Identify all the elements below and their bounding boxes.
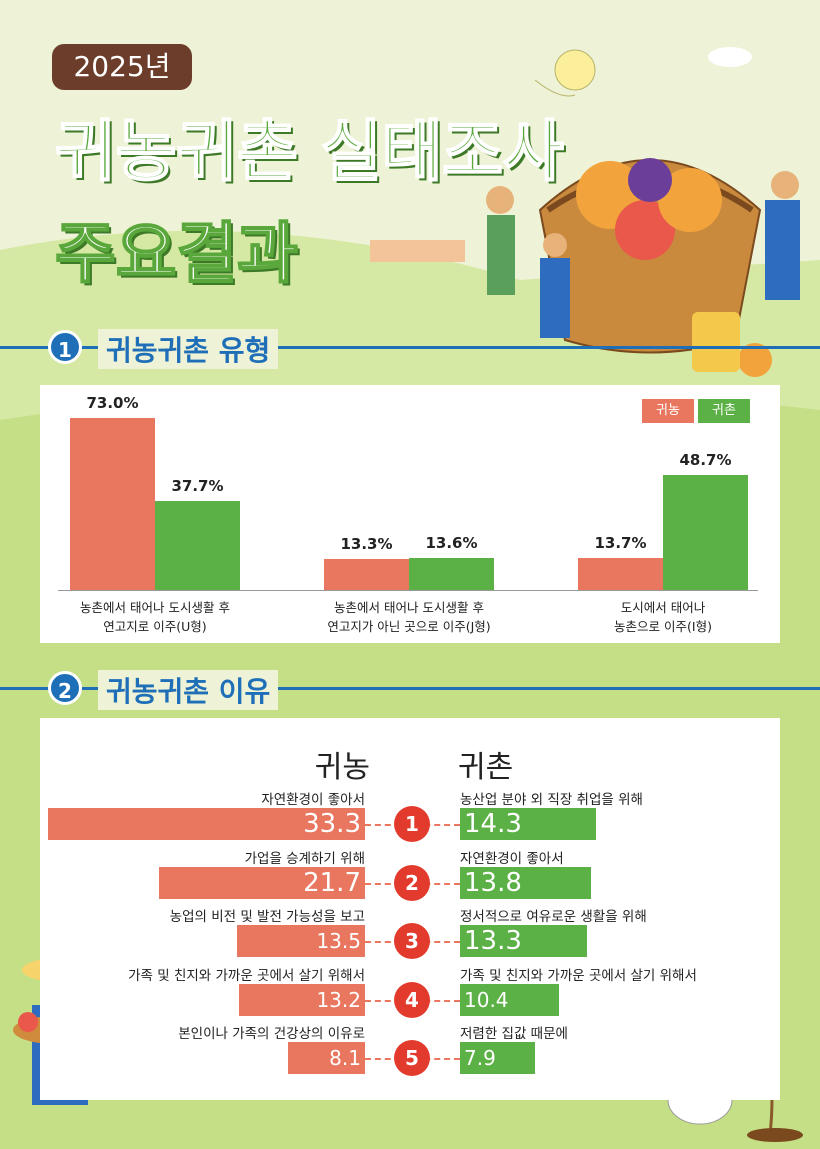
bar (287, 1042, 365, 1074)
category-label: 자연환경이 좋아서 (460, 850, 564, 867)
section-title: 귀농귀촌 이유 (98, 670, 279, 710)
bar (324, 558, 409, 590)
bar (48, 808, 365, 840)
value-label: 13.6% (425, 533, 478, 552)
value-label: 13.7% (594, 533, 647, 552)
category-label: 농업의 비전 및 발전 가능성을 보고 (169, 909, 365, 925)
category-label: 자연환경이 좋아서 (261, 792, 365, 808)
subtitle: 주요결과 (54, 214, 299, 293)
value-label: 10.4 (464, 987, 509, 1012)
series-header: 귀촌 (458, 750, 514, 785)
value-label: 13.5 (316, 929, 361, 953)
bar (460, 866, 592, 899)
section-line (0, 346, 820, 349)
rank-badge: 5 (394, 1040, 430, 1076)
x-tick-label: 농촌에서 태어나 도시생활 후 연고지로 이주(U형) (80, 600, 230, 634)
value-label: 13.2 (316, 987, 361, 1012)
value-label: 37.7% (171, 476, 224, 495)
bar (663, 474, 748, 590)
value-label: 13.8 (464, 867, 522, 898)
section-number: 1 (48, 330, 82, 364)
bar (460, 925, 587, 957)
value-label: 7.9 (464, 1046, 496, 1070)
category-label: 저렴한 집값 때문에 (460, 1026, 568, 1042)
category-label: 가족 및 친지와 가까운 곳에서 살기 위해서 (128, 967, 365, 984)
section-line (0, 687, 820, 690)
baseline (58, 590, 758, 591)
category-label: 농산업 분야 외 직장 취업을 위해 (460, 792, 643, 808)
bar (578, 557, 663, 590)
rank-badge: 3 (394, 923, 430, 959)
category-label: 정서적으로 여유로운 생활을 위해 (460, 909, 647, 925)
category-label: 가업을 승계하기 위해 (244, 850, 365, 867)
bar (460, 1042, 536, 1074)
x-tick-label: 도시에서 태어나 농촌으로 이주(I형) (614, 600, 712, 634)
section-number: 2 (48, 671, 82, 705)
year-badge: 2025년 (52, 44, 192, 90)
legend-item: 귀촌 (698, 399, 750, 423)
rank-badge: 1 (394, 806, 430, 842)
rank-badge: 2 (394, 864, 430, 901)
value-label: 13.3% (340, 534, 393, 553)
value-label: 21.7 (303, 867, 361, 898)
value-label: 33.3 (303, 809, 361, 839)
bar (460, 808, 597, 840)
bar (236, 925, 365, 957)
category-label: 본인이나 가족의 건강상의 이유로 (178, 1026, 365, 1042)
category-label: 가족 및 친지와 가까운 곳에서 살기 위해서 (460, 967, 697, 984)
value-label: 13.3 (464, 926, 522, 956)
bar (409, 557, 494, 590)
section-title: 귀농귀촌 유형 (98, 329, 279, 369)
legend-item: 귀농 (642, 399, 694, 423)
series-header: 귀농 (314, 750, 370, 785)
bar (155, 500, 240, 590)
value-label: 8.1 (329, 1046, 361, 1070)
bar (460, 983, 559, 1016)
bar (239, 983, 365, 1016)
value-label: 48.7% (679, 450, 732, 469)
x-tick-label: 농촌에서 태어나 도시생활 후 연고지가 아닌 곳으로 이주(J형) (327, 600, 491, 634)
value-label: 73.0% (86, 393, 139, 412)
chart-panel (40, 718, 780, 1100)
value-label: 14.3 (464, 809, 522, 839)
main-title: 귀농귀촌 실태조사 (54, 112, 565, 191)
bar (158, 866, 365, 899)
rank-badge: 4 (394, 981, 430, 1018)
bar (70, 417, 155, 590)
